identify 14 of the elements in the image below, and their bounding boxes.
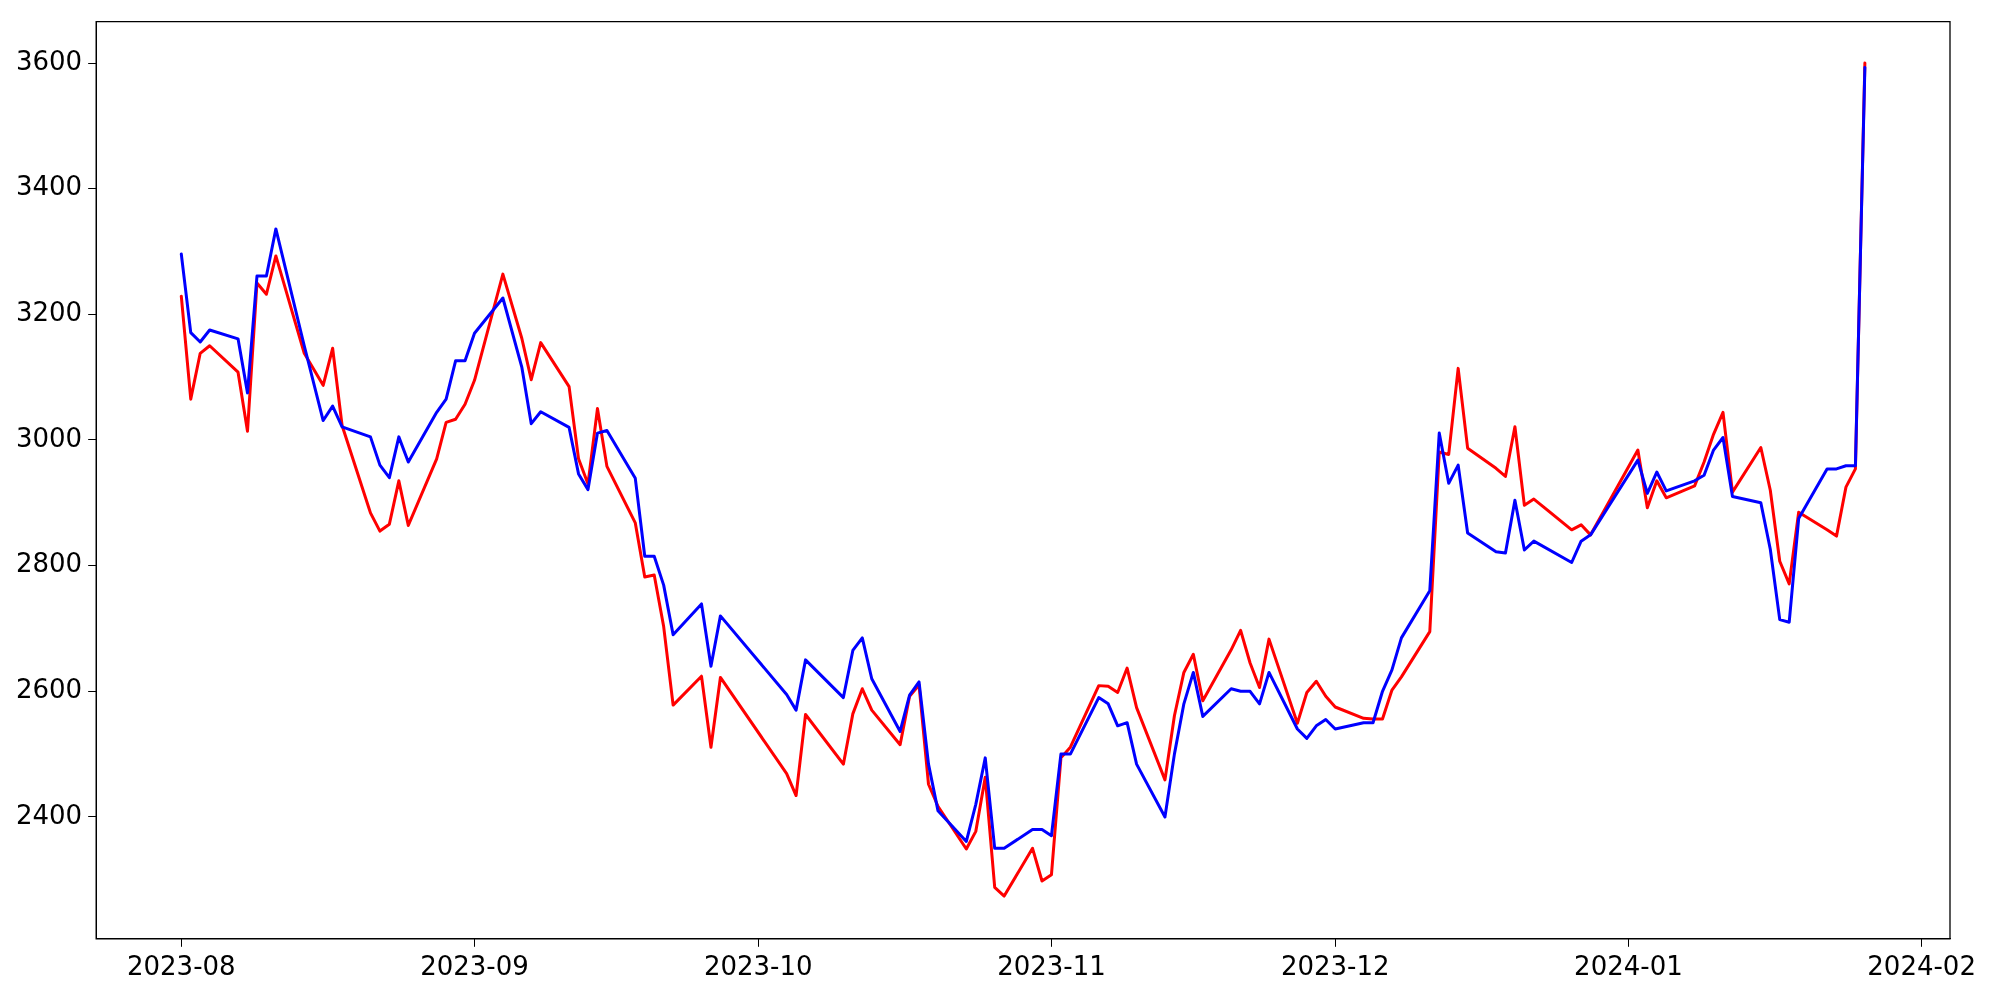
y-tick-label: 2400 [16,799,83,830]
y-tick-label: 2600 [16,674,83,705]
x-tick-label: 2023-08 [126,951,236,982]
x-tick-label: 2023-10 [703,951,813,982]
y-tick-label: 3400 [16,171,83,202]
x-tick-label: 2024-02 [1867,951,1976,982]
x-tick-label: 2023-12 [1280,951,1390,982]
y-tick-label: 3200 [16,297,83,328]
x-tick-label: 2023-09 [420,951,529,982]
x-tick-label: 2023-11 [997,951,1106,982]
y-tick-label: 3600 [16,45,83,76]
x-tick-label: 2024-01 [1574,951,1683,982]
y-tick-label: 3000 [16,422,83,453]
y-tick-label: 2800 [16,548,83,579]
